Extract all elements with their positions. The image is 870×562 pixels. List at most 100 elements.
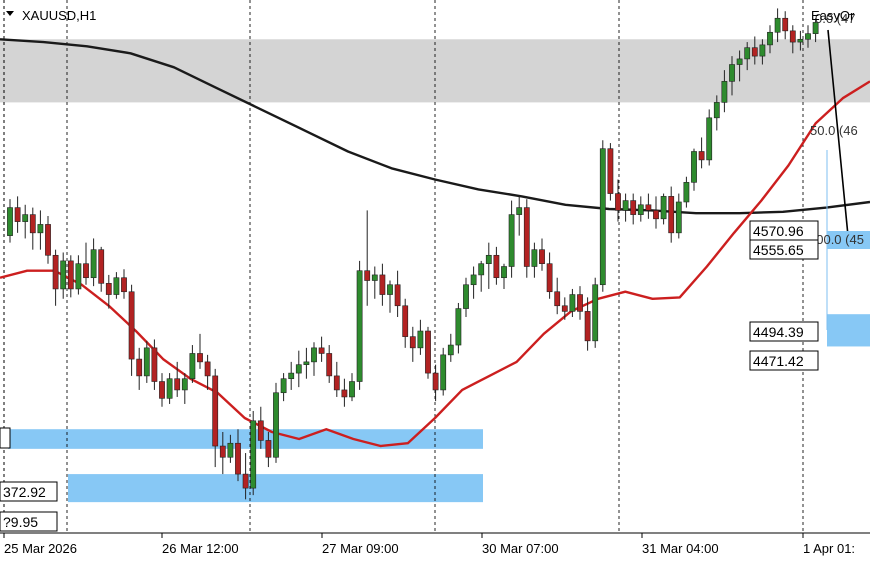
candle-body bbox=[751, 47, 758, 57]
candle bbox=[197, 333, 203, 369]
candle bbox=[136, 347, 143, 390]
candle bbox=[774, 8, 781, 43]
candle bbox=[311, 342, 317, 376]
candle-body bbox=[729, 64, 735, 82]
candle bbox=[729, 56, 735, 96]
zone-support-right[interactable] bbox=[827, 314, 870, 347]
candle bbox=[326, 345, 333, 383]
candle-body bbox=[159, 381, 165, 399]
candle bbox=[622, 193, 629, 222]
fibo-level-label: 0.0 (47 bbox=[815, 11, 855, 26]
candle-body bbox=[668, 196, 675, 234]
price-label-box bbox=[0, 481, 58, 502]
candle bbox=[22, 204, 29, 239]
candle-body bbox=[189, 353, 196, 380]
candle-body bbox=[394, 284, 401, 307]
candle bbox=[675, 193, 682, 239]
candle-body bbox=[615, 193, 621, 211]
candle-body bbox=[136, 358, 143, 377]
price-label-text: 4471.42 bbox=[753, 353, 804, 369]
fibonacci-tool[interactable]: 50.0 (46 100.0 (45 0.0 (47 bbox=[809, 11, 870, 330]
candle bbox=[318, 336, 325, 362]
chevron-down-icon[interactable] bbox=[6, 11, 14, 16]
candle bbox=[805, 25, 811, 48]
candle-body bbox=[166, 378, 173, 399]
candle-body bbox=[683, 182, 690, 203]
candle bbox=[470, 266, 477, 299]
candle bbox=[341, 378, 348, 407]
time-tick-label: 26 Mar 12:00 bbox=[162, 541, 239, 556]
candle-body bbox=[706, 117, 713, 161]
candle bbox=[83, 242, 89, 285]
candle bbox=[607, 143, 614, 201]
candle-body bbox=[204, 361, 211, 377]
candle bbox=[166, 373, 173, 404]
candle-body bbox=[767, 31, 773, 46]
candle bbox=[637, 196, 644, 222]
time-tick-label: 31 Mar 04:00 bbox=[642, 541, 719, 556]
candle bbox=[98, 246, 105, 292]
candle bbox=[653, 196, 659, 229]
candle-body bbox=[151, 347, 158, 382]
candle-body bbox=[630, 200, 637, 215]
candle bbox=[599, 140, 606, 292]
candle bbox=[273, 382, 279, 463]
candle bbox=[660, 193, 667, 225]
candle-body bbox=[493, 254, 500, 279]
candle bbox=[159, 373, 165, 407]
zone-support[interactable] bbox=[68, 474, 483, 503]
candle-body bbox=[569, 294, 576, 312]
candle-body bbox=[75, 263, 82, 290]
candle-body bbox=[265, 440, 272, 458]
candle-body bbox=[22, 214, 29, 222]
candle-body bbox=[508, 214, 515, 267]
candle bbox=[250, 410, 257, 496]
candle bbox=[45, 216, 51, 264]
candle bbox=[797, 30, 804, 51]
price-label: 4494.39 bbox=[749, 321, 819, 342]
candle bbox=[592, 277, 599, 348]
candle-body bbox=[90, 249, 97, 279]
candle-body bbox=[7, 207, 13, 236]
candle-body bbox=[577, 294, 583, 312]
price-labels: 4570.96 4555.65 4494.39 4471.42 372.92 ?9.95 bbox=[0, 220, 819, 532]
fibo-trend-line[interactable] bbox=[827, 29, 850, 247]
candle-body bbox=[797, 38, 804, 43]
candle bbox=[645, 193, 652, 219]
fibo-level-label: 50.0 (46 bbox=[810, 123, 858, 138]
candle bbox=[698, 137, 705, 169]
candle bbox=[174, 361, 181, 397]
candle bbox=[554, 277, 561, 315]
candle bbox=[356, 260, 363, 390]
candle bbox=[303, 347, 310, 379]
candle-body bbox=[546, 263, 553, 293]
candle-body bbox=[174, 378, 181, 391]
price-label-text: ?9.95 bbox=[3, 514, 38, 530]
candle bbox=[280, 373, 287, 402]
candle-body bbox=[98, 249, 105, 284]
candle-body bbox=[257, 420, 264, 441]
candle bbox=[235, 429, 241, 482]
candle bbox=[409, 326, 416, 362]
candle-body bbox=[387, 284, 393, 295]
candle bbox=[227, 434, 234, 463]
candle bbox=[349, 373, 355, 402]
candle-body bbox=[440, 354, 447, 391]
candle bbox=[577, 286, 583, 320]
candle-body bbox=[128, 291, 135, 360]
candle bbox=[75, 255, 82, 295]
candle-body bbox=[288, 372, 295, 380]
candle bbox=[531, 242, 538, 278]
candle-body bbox=[219, 445, 226, 458]
zone-support[interactable] bbox=[8, 429, 483, 449]
candle bbox=[615, 179, 621, 222]
candle-body bbox=[463, 284, 469, 309]
candle bbox=[767, 25, 773, 54]
candle bbox=[295, 350, 302, 388]
candle bbox=[691, 148, 697, 191]
candle-body bbox=[14, 207, 21, 222]
candle bbox=[523, 199, 530, 278]
candle-body bbox=[311, 347, 317, 363]
candle-body bbox=[561, 305, 568, 312]
